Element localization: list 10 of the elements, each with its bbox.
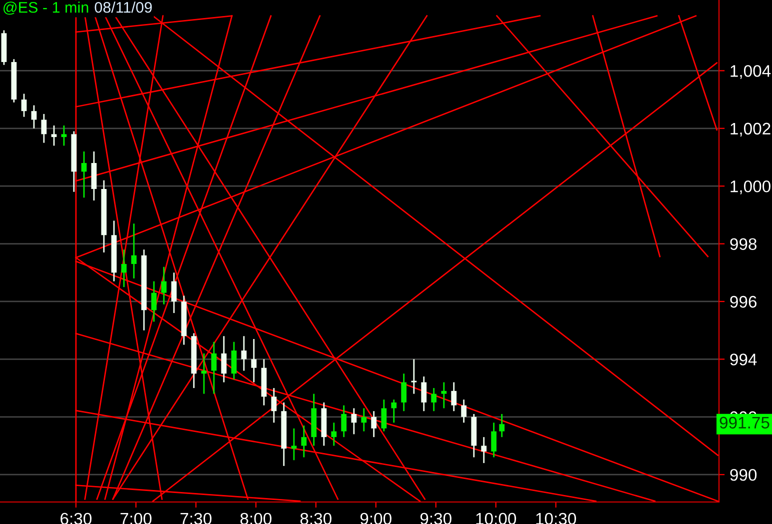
y-tick-label: 1,000 [730, 180, 770, 194]
y-tick-label: 1,004 [730, 65, 771, 79]
chart-title: @ES - 1 min [4, 2, 88, 15]
y-tick-label: 1,002 [730, 122, 770, 137]
y-tick-label: 994 [730, 354, 757, 366]
y-tick-label: 990 [730, 468, 757, 481]
y-tick-label: 998 [730, 238, 756, 250]
chart-subtitle: 08/11/09 [94, 2, 152, 13]
y-tick-label: 996 [730, 296, 756, 308]
text: 991.75 [720, 416, 770, 429]
